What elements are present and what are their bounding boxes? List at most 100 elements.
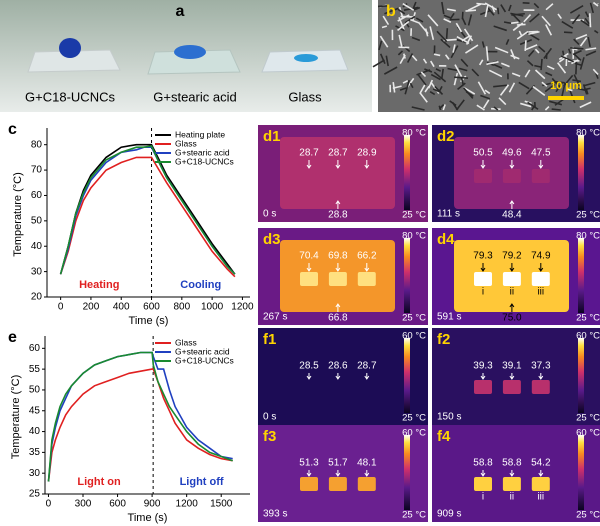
- legend-label: Glass: [175, 138, 197, 148]
- y-tick-label: 30: [31, 266, 43, 277]
- texture: [524, 69, 531, 78]
- texture: [453, 72, 459, 86]
- y-tick-label: 50: [29, 385, 41, 396]
- temperature: 39.1: [502, 361, 522, 372]
- texture: [450, 45, 459, 59]
- temperature: 79.3: [473, 251, 493, 262]
- texture: [399, 54, 406, 65]
- y-axis-label: Temperature (°C): [10, 375, 22, 459]
- temperature: 28.7: [328, 148, 348, 159]
- texture: [579, 57, 585, 70]
- arrow: [480, 160, 486, 169]
- droplet: [174, 45, 206, 59]
- x-tick-label: 600: [143, 302, 160, 313]
- y-tick-label: 60: [31, 190, 43, 201]
- texture: [383, 66, 398, 75]
- sample-marker: i: [482, 287, 484, 298]
- texture: [476, 104, 485, 111]
- texture: [575, 34, 588, 40]
- temperature: 70.4: [299, 251, 319, 262]
- texture: [461, 17, 467, 26]
- texture: [429, 26, 435, 41]
- texture: [417, 74, 427, 86]
- thermal-background: [432, 328, 600, 425]
- temperature: 51.7: [328, 458, 348, 469]
- x-tick-label: 900: [144, 499, 161, 510]
- texture: [584, 17, 591, 25]
- texture: [430, 73, 441, 81]
- y-tick-label: 70: [31, 165, 43, 176]
- droplet: [59, 38, 81, 58]
- y-tick-label: 45: [29, 405, 41, 416]
- texture: [436, 30, 448, 43]
- temperature: 28.7: [299, 148, 319, 159]
- arrow: [509, 263, 515, 272]
- x-tick-label: 200: [83, 302, 100, 313]
- texture: [518, 81, 530, 90]
- texture: [413, 6, 421, 11]
- texture: [594, 29, 599, 34]
- texture: [486, 61, 499, 66]
- texture: [493, 106, 499, 111]
- scale-max: 60 °C: [402, 331, 426, 342]
- texture: [443, 18, 452, 23]
- arrow: [306, 470, 312, 477]
- temperature: 58.8: [502, 458, 522, 469]
- x-tick-label: 1200: [176, 499, 199, 510]
- texture: [585, 50, 597, 57]
- texture: [524, 40, 527, 51]
- thermal-image: 39.3 39.1 37.3 f2 150 s 60 °C 25 °C: [432, 328, 600, 425]
- temperature: 75.0: [502, 313, 522, 324]
- texture: [465, 35, 473, 45]
- y-tick-label: 55: [29, 364, 41, 375]
- sample-spot: [531, 169, 550, 183]
- texture: [430, 60, 435, 68]
- texture: [397, 50, 404, 56]
- scale-min: 25 °C: [402, 510, 426, 521]
- texture: [477, 81, 487, 95]
- texture: [404, 79, 410, 95]
- texture: [520, 102, 532, 108]
- thermal-image: 70.4 69.8 66.2 66.8 d3 267 s 80 °C 25 °C: [258, 228, 428, 325]
- series-line: [47, 351, 233, 482]
- texture: [455, 22, 463, 33]
- texture: [544, 83, 556, 93]
- texture: [452, 44, 456, 53]
- texture: [484, 5, 489, 18]
- texture: [420, 71, 427, 78]
- sample-marker: iii: [537, 287, 544, 298]
- sample-label: Glass: [288, 89, 322, 104]
- annotation: Heating: [79, 279, 119, 291]
- temperature: 28.8: [328, 210, 348, 221]
- texture: [487, 7, 495, 16]
- scale-min: 25 °C: [576, 313, 600, 324]
- x-tick-label: 0: [46, 499, 52, 510]
- x-tick-label: 1200: [231, 302, 254, 313]
- sample-spot: [502, 380, 521, 394]
- texture: [409, 82, 414, 89]
- texture: [427, 14, 439, 27]
- texture: [449, 12, 455, 20]
- y-tick-label: 30: [29, 468, 41, 479]
- texture: [589, 2, 594, 14]
- arrow: [335, 470, 341, 477]
- sample-spot: [474, 169, 492, 183]
- texture: [392, 85, 402, 90]
- texture: [440, 38, 451, 49]
- legend-label: G+stearic acid: [175, 147, 230, 157]
- temperature: 79.2: [502, 251, 522, 262]
- color-bar: [404, 338, 410, 413]
- scale-min: 25 °C: [576, 510, 600, 521]
- texture: [587, 36, 591, 48]
- texture: [545, 24, 553, 36]
- texture: [510, 54, 520, 60]
- texture: [529, 13, 540, 23]
- texture: [573, 38, 580, 45]
- texture: [465, 44, 479, 54]
- color-bar: [578, 238, 584, 313]
- hot-plate: [280, 137, 395, 209]
- texture: [432, 88, 442, 94]
- x-tick-label: 1000: [201, 302, 224, 313]
- arrow: [509, 160, 515, 169]
- texture: [533, 2, 540, 9]
